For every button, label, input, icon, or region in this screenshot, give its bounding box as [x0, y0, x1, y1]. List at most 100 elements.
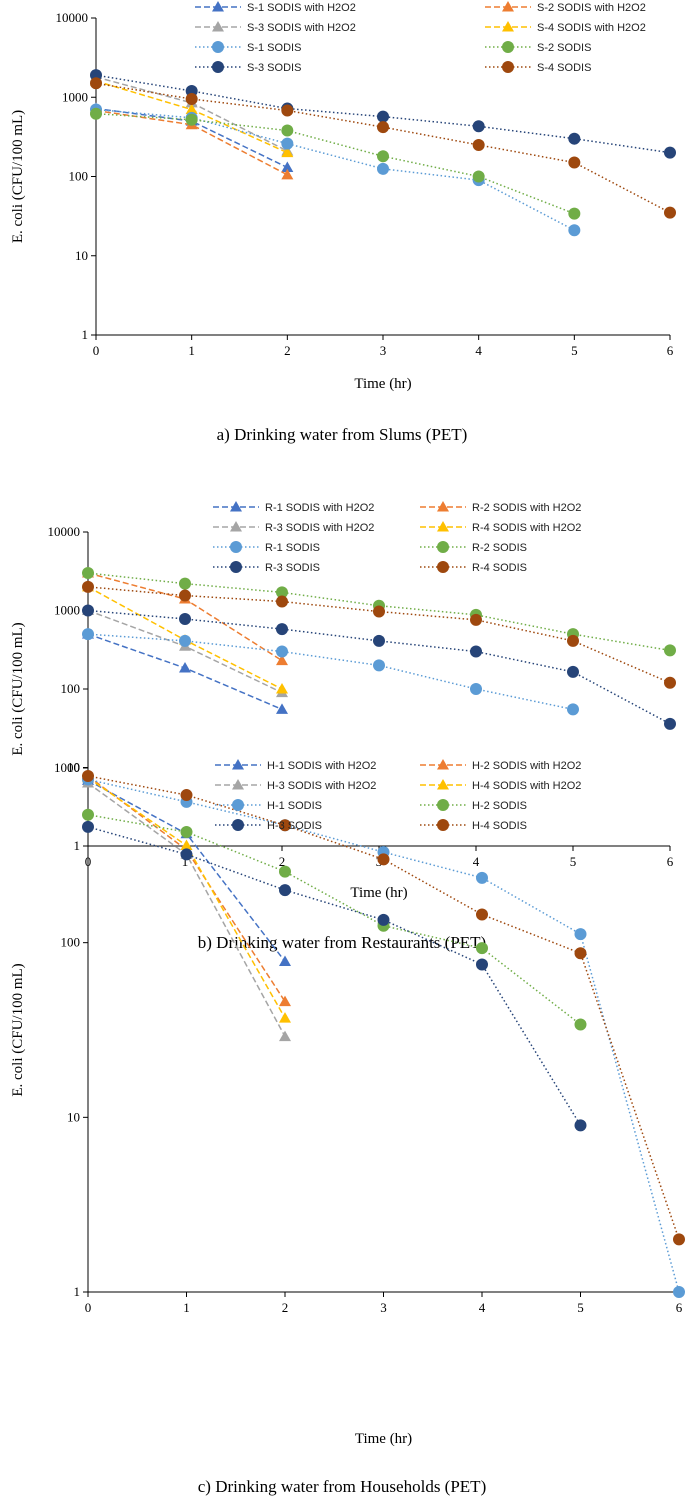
legend-label: S-2 SODIS with H2O2 [537, 2, 646, 14]
legend-label: H-3 SODIS [267, 820, 322, 832]
legend-item: S-3 SODIS [195, 61, 301, 74]
data-point [568, 207, 581, 220]
data-point [179, 634, 191, 647]
y-axis-title: E. coli (CFU/100 mL) [10, 963, 26, 1096]
data-point [574, 947, 587, 960]
data-point [279, 865, 291, 878]
data-point [82, 769, 94, 782]
legend-item: H-3 SODIS [215, 819, 322, 832]
data-point [180, 789, 193, 802]
data-point [185, 113, 198, 126]
data-point [279, 884, 291, 897]
data-point [574, 1119, 587, 1132]
data-point [373, 634, 385, 647]
data-point [472, 170, 485, 183]
data-point [377, 110, 389, 123]
legend-label: H-1 SODIS [267, 800, 322, 812]
chart-caption: b) Drinking water from Restaurants (PET) [198, 933, 486, 952]
y-axis-title: E. coli (CFU/100 mL) [10, 622, 26, 755]
data-point [179, 662, 191, 673]
data-point [276, 586, 288, 599]
data-point [180, 839, 193, 850]
legend-item: S-3 SODIS with H2O2 [195, 21, 356, 34]
legend-item: R-3 SODIS with H2O2 [213, 521, 374, 534]
series-line [87, 826, 582, 1126]
data-point [377, 853, 390, 866]
y-tick-label: 1 [74, 1284, 81, 1299]
y-tick-label: 1 [74, 838, 81, 853]
legend-label: S-4 SODIS with H2O2 [537, 22, 646, 34]
legend-label: R-2 SODIS with H2O2 [472, 502, 581, 514]
legend-item: S-4 SODIS [485, 61, 591, 74]
x-tick-label: 5 [571, 343, 578, 358]
series-line [87, 814, 581, 1026]
data-point [279, 1012, 291, 1023]
series-h-1-sodis [82, 773, 685, 1298]
legend-swatch-marker [232, 759, 244, 770]
data-point [276, 703, 288, 714]
data-point [567, 665, 579, 678]
legend-swatch-marker [502, 61, 514, 73]
data-point [279, 819, 291, 832]
data-point [90, 77, 102, 90]
legend-item: R-4 SODIS [420, 561, 527, 574]
legend-label: H-2 SODIS with H2O2 [472, 760, 581, 772]
data-point [179, 577, 191, 590]
data-point [180, 826, 193, 839]
legend-label: R-3 SODIS [265, 562, 320, 574]
series-line [87, 633, 574, 711]
y-tick-label: 1000 [62, 89, 88, 104]
x-tick-label: 0 [93, 343, 100, 358]
legend-label: R-1 SODIS [265, 542, 320, 554]
legend-item: H-4 SODIS [420, 819, 527, 832]
data-point [472, 138, 485, 151]
y-tick-label: 10 [67, 1109, 80, 1124]
data-point [281, 161, 294, 172]
series-s-2-sodis [90, 107, 581, 220]
data-point [476, 942, 488, 955]
legend-item: H-1 SODIS [215, 799, 322, 812]
legend-label: S-2 SODIS [537, 42, 591, 54]
legend-swatch-marker [502, 21, 514, 32]
x-tick-label: 6 [667, 854, 674, 869]
chart-caption: c) Drinking water from Households (PET) [198, 1477, 486, 1496]
data-point [279, 955, 291, 967]
y-axis-title: E. coli (CFU/100 mL) [10, 110, 26, 243]
data-point [276, 623, 288, 636]
data-point [664, 676, 676, 689]
data-point [476, 908, 488, 921]
data-point [664, 644, 676, 657]
legend-swatch-marker [437, 521, 449, 532]
legend-swatch-marker [232, 819, 244, 831]
legend-item: S-2 SODIS with H2O2 [485, 1, 646, 14]
x-tick-label: 6 [667, 343, 674, 358]
y-tick-label: 100 [69, 169, 89, 184]
legend-item: H-3 SODIS with H2O2 [215, 779, 376, 792]
data-point [664, 146, 676, 159]
data-point [180, 848, 193, 861]
y-tick-label: 10 [75, 248, 88, 263]
x-tick-label: 2 [284, 343, 291, 358]
data-point [568, 224, 581, 237]
legend-item: H-2 SODIS [420, 799, 527, 812]
x-axis-title: Time (hr) [355, 1431, 412, 1447]
data-point [470, 645, 482, 658]
x-tick-label: 1 [188, 343, 195, 358]
legend-swatch-marker [437, 561, 449, 573]
legend-swatch-marker [437, 819, 449, 831]
series-h-3-sodis-with-h2o2 [82, 777, 291, 1042]
legend-label: H-4 SODIS [472, 820, 527, 832]
data-point [476, 871, 488, 884]
legend-swatch-marker [232, 779, 244, 790]
legend-swatch-marker [230, 541, 242, 553]
legend: S-1 SODIS with H2O2 S-2 SODIS with H2O2 S-… [195, 1, 646, 74]
x-tick-label: 0 [85, 1300, 92, 1315]
x-tick-label: 5 [577, 1300, 584, 1315]
data-point [90, 107, 102, 120]
data-point [82, 628, 94, 641]
data-point [568, 132, 581, 145]
y-tick-label: 100 [61, 935, 81, 950]
data-point [568, 156, 581, 169]
